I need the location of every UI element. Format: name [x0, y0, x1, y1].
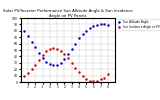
Sun Altitude Angle	[100, 24, 102, 25]
Sun Incidence Angle on PV Panels	[52, 48, 54, 49]
Sun Altitude Angle	[103, 24, 105, 25]
Sun Altitude Angle	[31, 41, 33, 42]
Sun Incidence Angle on PV Panels	[100, 79, 102, 80]
Sun Incidence Angle on PV Panels	[63, 53, 65, 54]
Sun Altitude Angle	[67, 54, 69, 55]
Title: Solar PV/Inverter Performance Sun Altitude Angle & Sun Incidence Angle on PV Pan: Solar PV/Inverter Performance Sun Altitu…	[3, 9, 133, 18]
Sun Incidence Angle on PV Panels	[82, 76, 84, 77]
Sun Incidence Angle on PV Panels	[34, 64, 36, 65]
Sun Altitude Angle	[52, 65, 54, 66]
Legend: Sun Altitude Angle, Sun Incidence Angle on PV Panels: Sun Altitude Angle, Sun Incidence Angle …	[118, 19, 160, 30]
Sun Altitude Angle	[38, 53, 40, 54]
Sun Incidence Angle on PV Panels	[27, 72, 29, 74]
Sun Altitude Angle	[71, 49, 73, 50]
Line: Sun Incidence Angle on PV Panels: Sun Incidence Angle on PV Panels	[23, 47, 109, 82]
Sun Altitude Angle	[63, 58, 65, 60]
Line: Sun Altitude Angle: Sun Altitude Angle	[23, 23, 109, 66]
Sun Incidence Angle on PV Panels	[56, 48, 58, 49]
Sun Incidence Angle on PV Panels	[67, 58, 69, 59]
Sun Altitude Angle	[45, 61, 47, 62]
Sun Altitude Angle	[78, 38, 80, 39]
Sun Incidence Angle on PV Panels	[103, 77, 105, 78]
Sun Altitude Angle	[49, 64, 51, 65]
Sun Altitude Angle	[82, 33, 84, 35]
Sun Incidence Angle on PV Panels	[60, 50, 62, 51]
Sun Altitude Angle	[85, 30, 87, 31]
Sun Incidence Angle on PV Panels	[71, 62, 73, 63]
Sun Altitude Angle	[60, 62, 62, 63]
Sun Incidence Angle on PV Panels	[92, 81, 94, 82]
Sun Incidence Angle on PV Panels	[96, 80, 98, 81]
Sun Incidence Angle on PV Panels	[38, 59, 40, 60]
Sun Altitude Angle	[96, 24, 98, 26]
Sun Altitude Angle	[89, 28, 91, 29]
Sun Incidence Angle on PV Panels	[74, 67, 76, 69]
Sun Incidence Angle on PV Panels	[42, 55, 44, 56]
Sun Altitude Angle	[34, 47, 36, 48]
Sun Incidence Angle on PV Panels	[45, 51, 47, 52]
Sun Altitude Angle	[42, 57, 44, 58]
Sun Altitude Angle	[74, 43, 76, 44]
Sun Incidence Angle on PV Panels	[24, 75, 25, 76]
Sun Altitude Angle	[27, 35, 29, 36]
Sun Altitude Angle	[56, 64, 58, 65]
Sun Incidence Angle on PV Panels	[78, 72, 80, 73]
Sun Incidence Angle on PV Panels	[89, 80, 91, 81]
Sun Incidence Angle on PV Panels	[31, 69, 33, 70]
Sun Altitude Angle	[92, 26, 94, 27]
Sun Altitude Angle	[24, 30, 25, 31]
Sun Incidence Angle on PV Panels	[107, 74, 109, 75]
Sun Incidence Angle on PV Panels	[85, 78, 87, 79]
Sun Altitude Angle	[107, 24, 109, 26]
Sun Incidence Angle on PV Panels	[49, 48, 51, 49]
